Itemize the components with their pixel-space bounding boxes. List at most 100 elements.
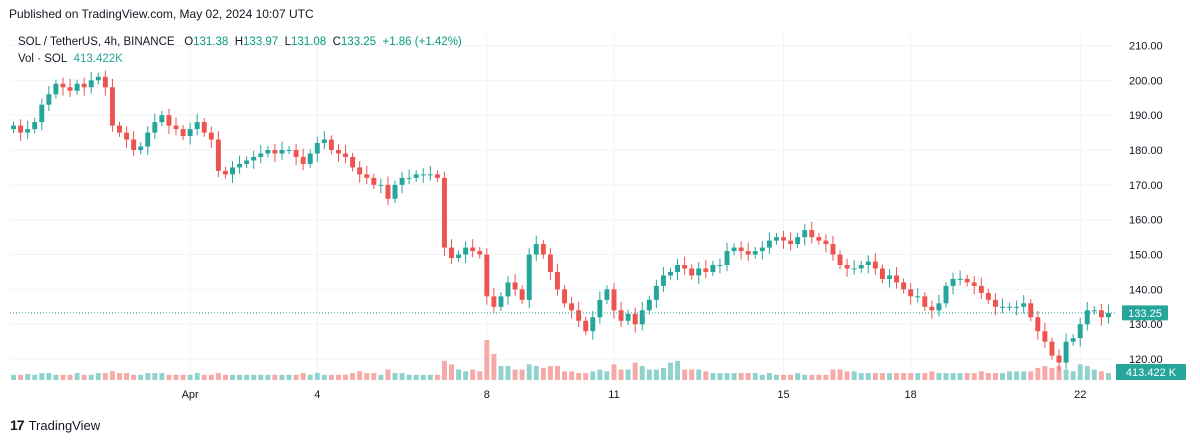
price-axis-background <box>1116 30 1200 410</box>
volume-bar <box>858 373 864 380</box>
candle <box>752 246 758 259</box>
candle <box>208 126 214 148</box>
volume-label[interactable]: Vol · SOL <box>18 53 68 65</box>
candle <box>201 117 207 137</box>
tradingview-logo-icon[interactable]: 17 <box>10 417 25 433</box>
volume-bar <box>992 373 998 380</box>
last-volume-label: 413.422 K <box>1126 367 1177 379</box>
symbol-label[interactable]: SOL / TetherUS, 4h, BINANCE <box>18 36 175 48</box>
candle <box>378 178 384 194</box>
candle <box>187 122 193 145</box>
candle <box>364 166 370 185</box>
candle <box>131 131 137 157</box>
volume-bar <box>512 369 518 380</box>
volume-bar <box>279 374 285 380</box>
price-chart[interactable]: 210.00 200.00 190.00 180.00 170.00 160.00 150.… <box>0 30 1200 410</box>
volume-bar <box>81 374 87 380</box>
volume-bar <box>554 366 560 380</box>
low-label: L <box>284 36 292 48</box>
volume-bar <box>569 371 575 380</box>
volume-bar <box>668 362 673 380</box>
volume-bar <box>463 371 469 380</box>
volume-bar <box>371 373 377 380</box>
candle <box>971 276 977 295</box>
volume-bar <box>576 373 582 380</box>
volume-bar <box>392 373 398 380</box>
candle <box>512 274 518 296</box>
candle <box>138 142 144 155</box>
volume-bar <box>406 374 412 380</box>
volume-bar <box>117 373 122 380</box>
candle <box>604 285 610 305</box>
price-axis: 210.00 200.00 190.00 180.00 170.00 160.00 150.… <box>1129 40 1163 366</box>
candle <box>1021 294 1027 314</box>
volume-bar <box>781 374 786 380</box>
candle <box>272 143 278 162</box>
candle <box>279 141 285 160</box>
candle <box>420 168 426 183</box>
candle <box>60 77 66 96</box>
volume-bar <box>717 373 723 380</box>
volume-bar <box>215 373 221 380</box>
volume-bar <box>519 369 525 380</box>
candle <box>922 292 928 311</box>
candle <box>194 113 200 136</box>
volume-bar <box>879 373 885 380</box>
candle <box>901 278 907 294</box>
candle <box>950 272 956 295</box>
volume-bar <box>441 360 447 380</box>
volume-bar <box>1084 366 1090 380</box>
volume-bar <box>759 374 765 380</box>
tradingview-brand[interactable]: TradingView <box>28 417 101 433</box>
candle <box>449 239 454 265</box>
candle <box>265 145 271 158</box>
volume-bar <box>547 366 553 380</box>
volume-bar <box>300 373 306 380</box>
volume-bar <box>498 366 504 380</box>
x-tick-label: 22 <box>1074 389 1086 401</box>
volume-bar <box>434 374 440 380</box>
candle <box>894 267 900 289</box>
volume-bar <box>491 353 497 380</box>
candle <box>703 260 709 279</box>
volume-bar <box>25 373 31 380</box>
volume-bar <box>67 374 73 380</box>
volume-bar <box>724 373 730 380</box>
y-tick-label: 150.00 <box>1129 250 1163 262</box>
candle <box>399 171 405 194</box>
volume-bar <box>470 369 476 380</box>
candle <box>936 294 942 317</box>
published-line: Published on TradingView.com, May 02, 20… <box>9 7 314 21</box>
candle <box>724 242 730 272</box>
candle <box>858 260 864 273</box>
volume-bar <box>788 374 794 380</box>
volume-bar <box>32 374 38 380</box>
candle <box>540 239 546 259</box>
volume-bar <box>985 373 991 380</box>
volume-bar <box>1014 371 1020 380</box>
candle <box>258 145 264 164</box>
volume-bar <box>484 340 490 380</box>
candle <box>406 169 412 185</box>
candle <box>357 161 363 183</box>
last-volume-badge: 413.422 K <box>1116 364 1186 380</box>
candle <box>286 145 292 155</box>
candle <box>844 258 850 277</box>
candle <box>74 79 80 95</box>
change-value: +1.86 (+1.42%) <box>382 36 462 48</box>
candle <box>639 301 645 331</box>
volume-bars <box>11 340 1111 380</box>
candle <box>180 124 186 141</box>
volume-bar <box>646 369 652 380</box>
candle <box>569 297 575 319</box>
candle <box>124 126 130 148</box>
volume-bar <box>660 367 666 380</box>
candle <box>759 241 765 260</box>
candle <box>117 121 122 137</box>
candle <box>985 288 991 305</box>
volume-bar <box>731 373 737 380</box>
candle <box>1077 317 1083 347</box>
candle <box>788 232 794 251</box>
volume-bar <box>39 373 45 380</box>
candle <box>879 264 885 284</box>
